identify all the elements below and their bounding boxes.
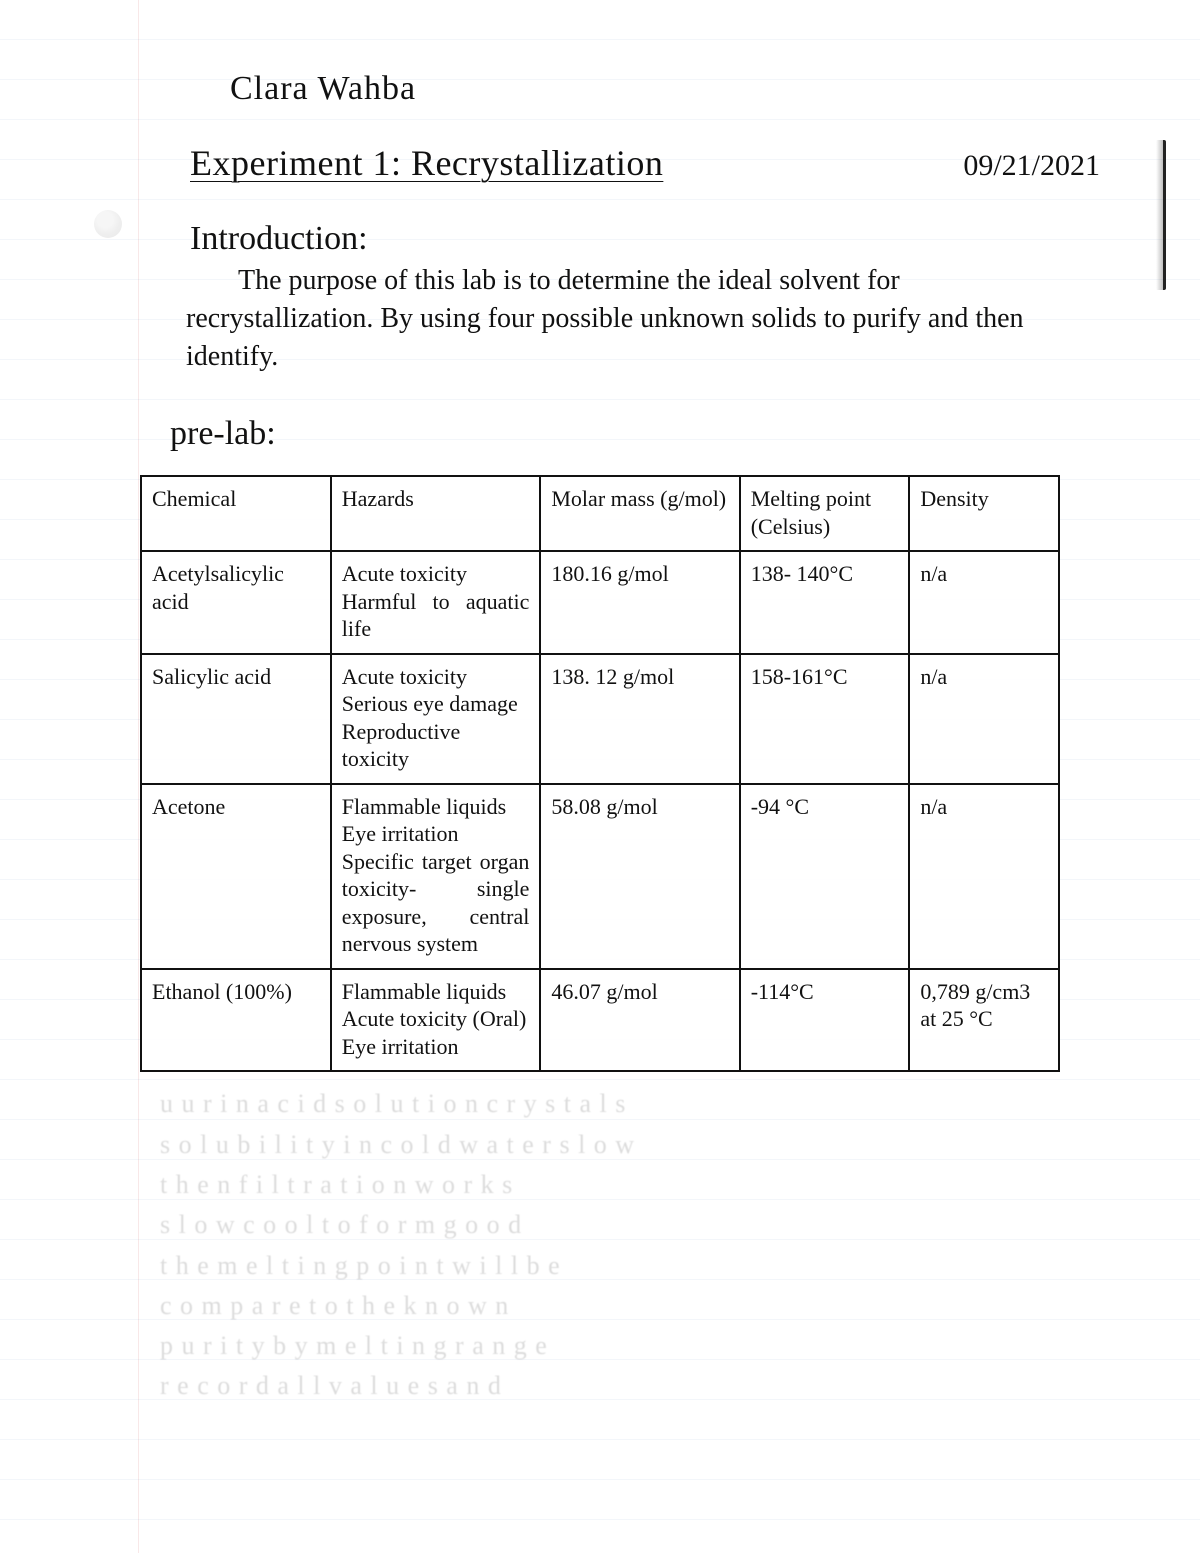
cell-molar-mass: 46.07 g/mol — [540, 969, 739, 1072]
cell-density: n/a — [909, 551, 1059, 654]
ghost-line: s l o w c o o l t o f o r m g o o d — [160, 1205, 1040, 1245]
col-chemical: Chemical — [141, 476, 331, 551]
author-name: Clara Wahba — [230, 70, 1140, 108]
col-melting-point: Melting point (Celsius) — [740, 476, 910, 551]
chemical-hazard-table: Chemical Hazards Molar mass (g/mol) Melt… — [140, 475, 1060, 1072]
ghost-line: r e c o r d a l l v a l u e s a n d — [160, 1366, 1040, 1406]
page-content: Clara Wahba Experiment 1: Recrystallizat… — [110, 70, 1140, 1407]
cell-chemical: Salicylic acid — [141, 654, 331, 784]
cell-density: n/a — [909, 784, 1059, 969]
cell-molar-mass: 58.08 g/mol — [540, 784, 739, 969]
cell-chemical: Acetone — [141, 784, 331, 969]
table-row: Acetone Flammable liquidsEye irritationS… — [141, 784, 1059, 969]
introduction-text: The purpose of this lab is to determine … — [186, 265, 1024, 372]
cell-melting-point: 138- 140°C — [740, 551, 910, 654]
ghost-line: t h e n f i l t r a t i o n w o r k s — [160, 1165, 1040, 1205]
cell-melting-point: -94 °C — [740, 784, 910, 969]
experiment-title: Experiment 1: Recrystallization — [190, 142, 663, 184]
cell-melting-point: 158-161°C — [740, 654, 910, 784]
lab-notebook-page: Clara Wahba Experiment 1: Recrystallizat… — [0, 0, 1200, 1553]
cell-density: 0,789 g/cm3 at 25 °C — [909, 969, 1059, 1072]
cell-density: n/a — [909, 654, 1059, 784]
title-row: Experiment 1: Recrystallization 09/21/20… — [190, 142, 1140, 184]
ghost-line: p u r i t y b y m e l t i n g r a n g e — [160, 1326, 1040, 1366]
col-density: Density — [909, 476, 1059, 551]
prelab-heading: pre-lab: — [170, 415, 1140, 453]
cell-molar-mass: 180.16 g/mol — [540, 551, 739, 654]
ghost-line: t h e m e l t i n g p o i n t w i l l b … — [160, 1246, 1040, 1286]
experiment-date: 09/21/2021 — [963, 149, 1100, 183]
cell-hazards: Flammable liquidsAcute toxicity (Oral)Ey… — [331, 969, 541, 1072]
ghost-line: c o m p a r e t o t h e k n o w n — [160, 1286, 1040, 1326]
col-molar-mass: Molar mass (g/mol) — [540, 476, 739, 551]
ghost-line: s o l u b i l i t y i n c o l d w a t e … — [160, 1125, 1040, 1165]
erased-writing-area: u u r i n a c i d s o l u t i o n c r y … — [160, 1084, 1040, 1406]
cell-melting-point: -114°C — [740, 969, 910, 1072]
ghost-line: u u r i n a c i d s o l u t i o n c r y … — [160, 1084, 1040, 1124]
table-row: Ethanol (100%) Flammable liquidsAcute to… — [141, 969, 1059, 1072]
table-row: Salicylic acid Acute toxicitySerious eye… — [141, 654, 1059, 784]
cell-hazards: Acute toxicitySerious eye damageReproduc… — [331, 654, 541, 784]
cell-chemical: Ethanol (100%) — [141, 969, 331, 1072]
table-row: Acetylsalicylic acid Acute toxicityHarmf… — [141, 551, 1059, 654]
introduction-heading: Introduction: — [190, 220, 1140, 258]
cell-chemical: Acetylsalicylic acid — [141, 551, 331, 654]
cell-molar-mass: 138. 12 g/mol — [540, 654, 739, 784]
cell-hazards: Acute toxicityHarmful to aquatic life — [331, 551, 541, 654]
col-hazards: Hazards — [331, 476, 541, 551]
table-header-row: Chemical Hazards Molar mass (g/mol) Melt… — [141, 476, 1059, 551]
page-edge-shadow — [1156, 140, 1166, 290]
cell-hazards: Flammable liquidsEye irritationSpecific … — [331, 784, 541, 969]
introduction-paragraph: The purpose of this lab is to determine … — [186, 262, 1070, 375]
